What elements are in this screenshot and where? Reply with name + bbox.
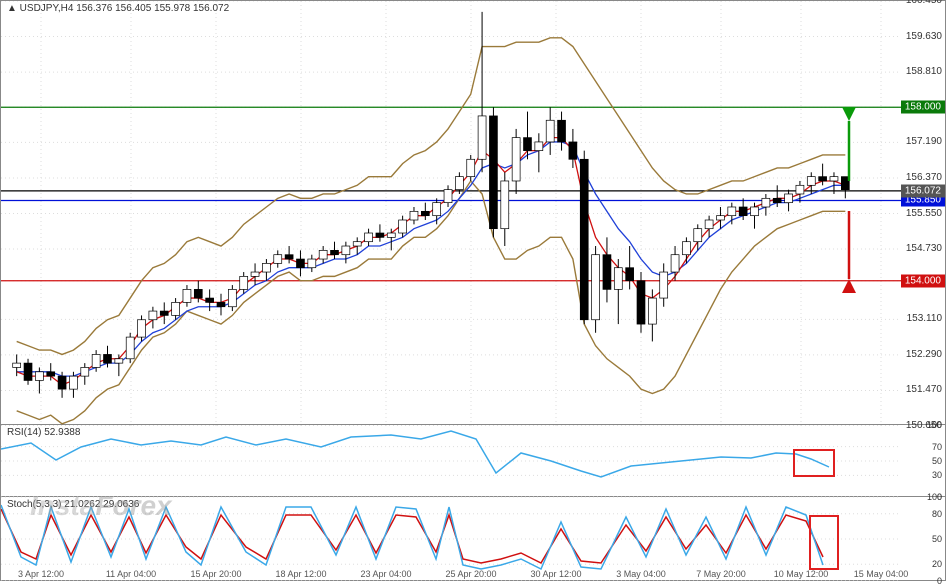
y-tick-label: 153.110: [907, 313, 942, 324]
rsi-svg: [1, 425, 901, 497]
price-level-tag: 154.000: [901, 274, 945, 287]
x-tick-label: 18 Apr 12:00: [275, 569, 326, 579]
chart-container: ▲ USDJPY,H4 156.376 156.405 155.978 156.…: [0, 0, 946, 581]
rsi-level-label: 100: [927, 420, 942, 430]
stoch-highlight-box: [809, 515, 839, 570]
ohlc-low: 155.978: [154, 3, 190, 14]
main-chart-svg: [1, 1, 901, 426]
rsi-level-label: 70: [932, 442, 942, 452]
rsi-label: RSI(14) 52.9388: [7, 427, 80, 438]
rsi-panel: RSI(14) 52.9388 1007050300: [0, 425, 946, 497]
x-tick-label: 3 May 04:00: [616, 569, 666, 579]
y-tick-label: 158.810: [906, 66, 942, 77]
x-tick-label: 23 Apr 04:00: [360, 569, 411, 579]
stoch-level-label: 20: [932, 559, 942, 569]
y-tick-label: 151.470: [906, 384, 942, 395]
x-tick-label: 10 May 12:00: [774, 569, 829, 579]
y-tick-label: 156.370: [906, 172, 942, 183]
stoch-label: Stoch(5,3,3) 21.0262 29.0636: [7, 499, 139, 510]
x-tick-label: 15 Apr 20:00: [190, 569, 241, 579]
y-tick-label: 157.190: [906, 136, 942, 147]
y-tick-label: 155.550: [906, 208, 942, 219]
chart-title: ▲ USDJPY,H4 156.376 156.405 155.978 156.…: [7, 3, 229, 14]
stoch-level-label: 100: [927, 492, 942, 502]
stoch-panel: Stoch(5,3,3) 21.0262 29.0636 10080502003…: [0, 497, 946, 581]
stoch-level-label: 80: [932, 509, 942, 519]
x-tick-label: 15 May 04:00: [854, 569, 909, 579]
y-tick-label: 152.290: [906, 349, 942, 360]
y-tick-label: 160.450: [906, 0, 942, 6]
stoch-level-label: 0: [937, 576, 942, 586]
y-tick-label: 154.730: [906, 243, 942, 254]
price-level-tag: 158.000: [901, 101, 945, 114]
ohlc-high: 156.405: [115, 3, 151, 14]
price-level-tag: 156.072: [901, 184, 945, 197]
x-tick-label: 25 Apr 20:00: [445, 569, 496, 579]
stoch-level-label: 50: [932, 534, 942, 544]
x-tick-label: 7 May 20:00: [696, 569, 746, 579]
x-tick-label: 30 Apr 12:00: [530, 569, 581, 579]
ohlc-open: 156.376: [76, 3, 112, 14]
rsi-level-label: 50: [932, 456, 942, 466]
main-price-panel: ▲ USDJPY,H4 156.376 156.405 155.978 156.…: [0, 0, 946, 425]
symbol-timeframe: ▲ USDJPY,H4: [7, 3, 73, 14]
rsi-level-label: 30: [932, 470, 942, 480]
x-tick-label: 3 Apr 12:00: [18, 569, 64, 579]
rsi-highlight-box: [793, 449, 835, 477]
ohlc-close: 156.072: [193, 3, 229, 14]
x-tick-label: 11 Apr 04:00: [106, 569, 156, 579]
y-tick-label: 159.630: [906, 31, 942, 42]
